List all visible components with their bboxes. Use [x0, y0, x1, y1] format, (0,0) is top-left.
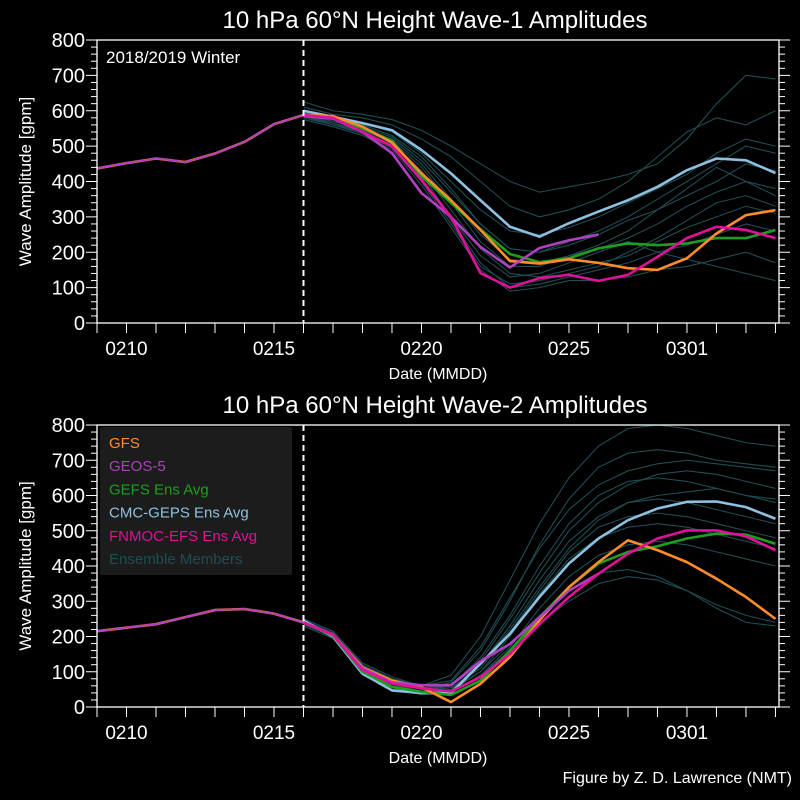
chart-title: 10 hPa 60°N Height Wave-1 Amplitudes [223, 7, 648, 34]
x-tick-label: 0215 [253, 723, 295, 744]
y-tick-label: 700 [52, 450, 85, 472]
observed-line-geos [96, 608, 304, 633]
series-line-gfs [302, 538, 777, 704]
ensemble-member-line [303, 106, 776, 218]
y-tick-label: 800 [52, 415, 85, 437]
legend-entry: CMC-GEPS Ens Avg [109, 505, 249, 522]
series-line-gfs [303, 113, 776, 272]
y-tick-label: 200 [52, 242, 85, 264]
wave2-panel: 10 hPa 60°N Height Wave-2 Amplitudes 0 100… [16, 392, 790, 767]
x-tick-label: 0225 [548, 723, 590, 744]
series-line-fnmoc-efs-ens-avg [303, 113, 776, 289]
legend-entry: GEOS-5 [109, 458, 166, 475]
ensemble-member-line [303, 424, 776, 687]
y-tick-label: 300 [52, 207, 85, 229]
ensemble-member-line [303, 110, 776, 253]
x-tick-label: 0301 [666, 723, 708, 744]
x-axis-label: Date (MMDD) [389, 750, 488, 767]
y-tick-label: 600 [52, 101, 85, 123]
y-tick-label: 800 [52, 30, 85, 52]
x-axis-label: Date (MMDD) [389, 366, 488, 383]
y-axis-label: Wave Amplitude [gpm] [16, 97, 35, 266]
x-tick-label: 0225 [548, 339, 590, 360]
legend: GFS GEOS-5 GEFS Ens Avg CMC-GEPS Ens Avg FNM… [100, 427, 292, 575]
wave1-panel: 10 hPa 60°N Height Wave-1 Amplitudes 0 100… [16, 7, 790, 383]
ensemble-member-line [303, 115, 776, 285]
chart-title: 10 hPa 60°N Height Wave-2 Amplitudes [223, 392, 648, 419]
x-tick-label: 0220 [400, 723, 442, 744]
y-tick-label: 0 [74, 697, 85, 719]
y-tick-label: 400 [52, 556, 85, 578]
x-tick-label: 0210 [105, 723, 147, 744]
x-tick-label: 0210 [105, 339, 147, 360]
y-tick-label: 600 [52, 486, 85, 508]
legend-entry: GEFS Ens Avg [109, 481, 209, 498]
footer-credit: Figure by Z. D. Lawrence (NMT) [563, 770, 792, 787]
y-tick-label: 500 [52, 136, 85, 158]
y-tick-label: 0 [74, 313, 85, 335]
legend-entry: Ensemble Members [109, 551, 242, 568]
legend-entry: GFS [109, 435, 140, 452]
series-line-cmc-geps-ens-avg [302, 500, 776, 695]
y-tick-label: 100 [52, 278, 85, 300]
series-line-cmc-geps-ens-avg [303, 109, 776, 238]
series-line-fnmoc-efs-ens-avg [302, 529, 777, 693]
y-tick-label: 100 [52, 662, 85, 684]
x-tick-label: 0220 [400, 339, 442, 360]
x-tick-label: 0301 [666, 339, 708, 360]
y-axis-label: Wave Amplitude [gpm] [16, 481, 35, 650]
legend-entry: FNMOC-EFS Ens Avg [109, 528, 257, 545]
observed-line-geos [96, 114, 304, 170]
ensemble-member-line [303, 459, 776, 687]
y-tick-label: 400 [52, 172, 85, 194]
legend-background [100, 427, 292, 575]
y-tick-label: 200 [52, 627, 85, 649]
x-tick-label: 0215 [253, 339, 295, 360]
y-tick-label: 300 [52, 591, 85, 613]
y-tick-label: 700 [52, 65, 85, 87]
season-annotation: 2018/2019 Winter [106, 48, 241, 67]
y-tick-label: 500 [52, 521, 85, 543]
